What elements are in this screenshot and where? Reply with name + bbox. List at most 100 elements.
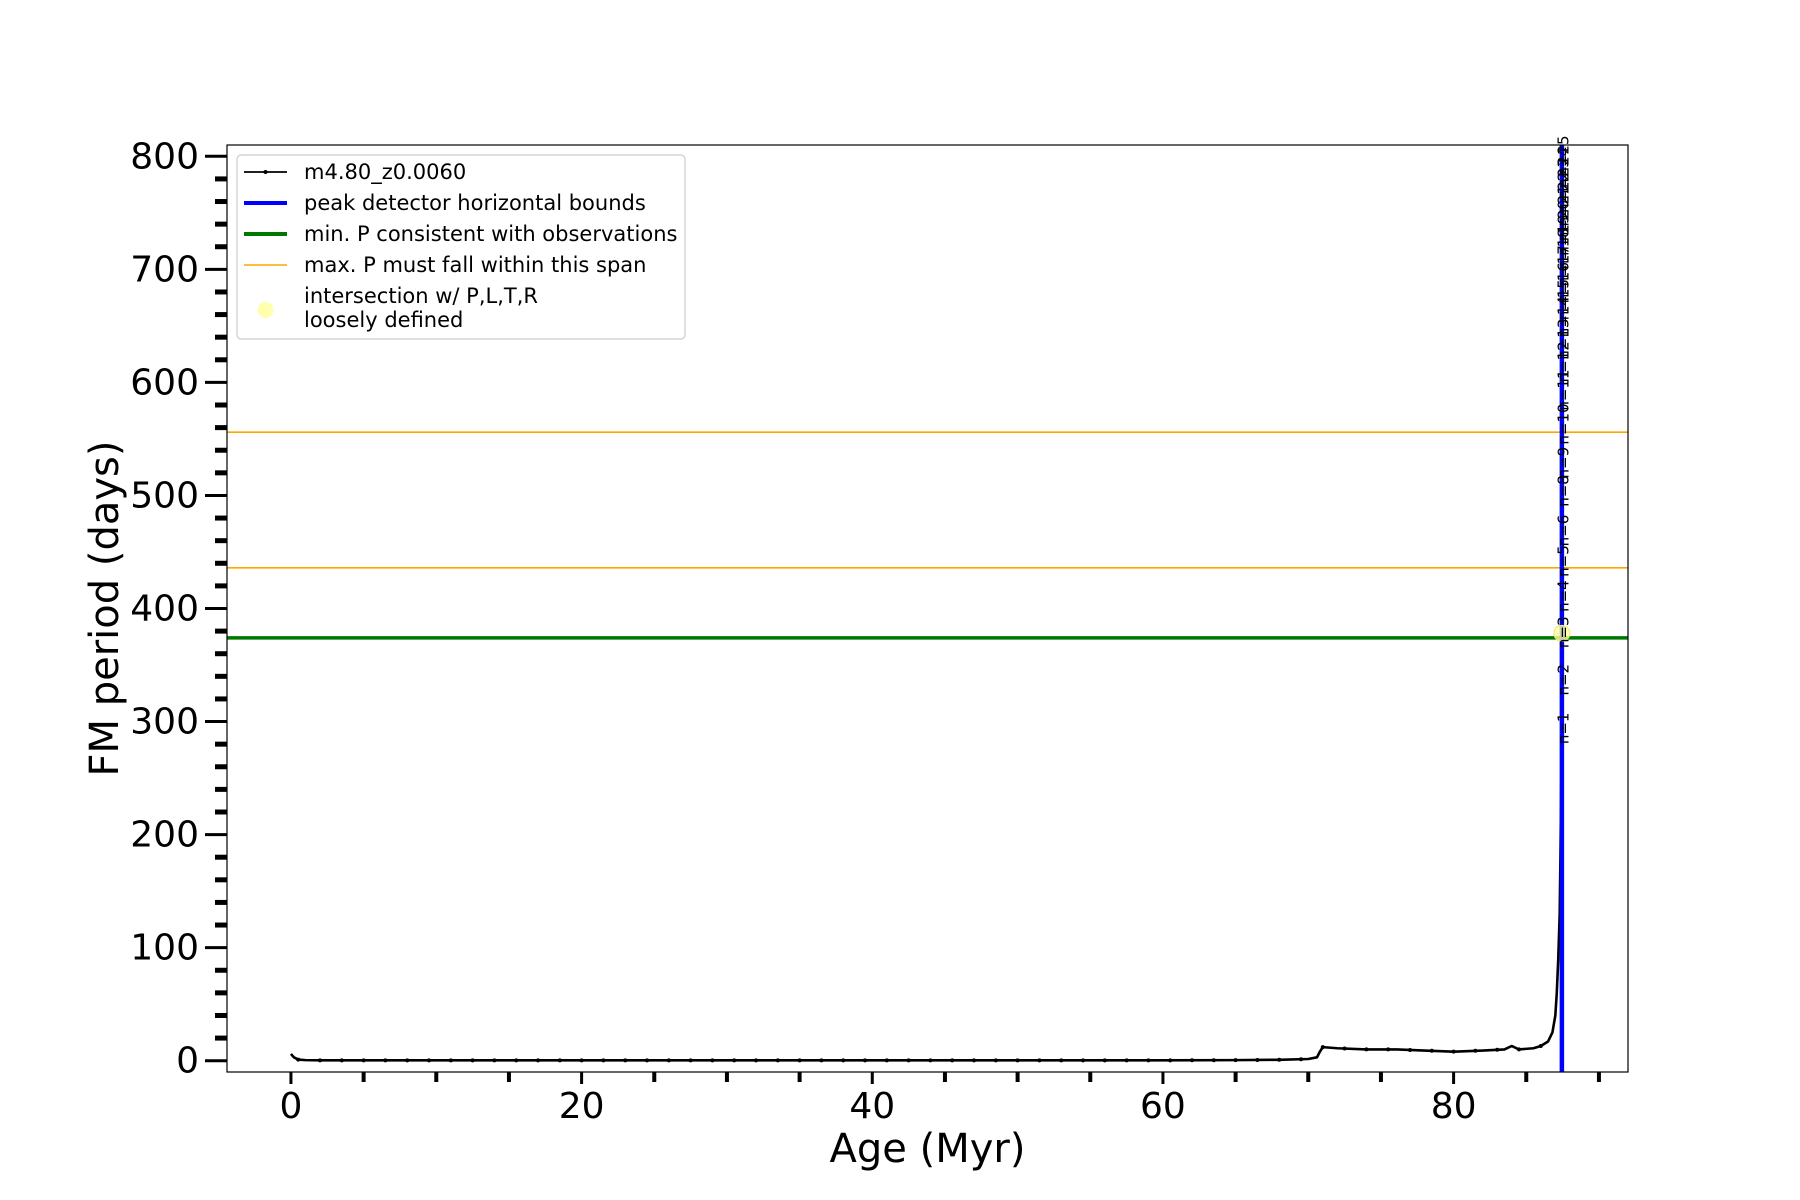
series-marker (1320, 1045, 1325, 1050)
series-marker (427, 1058, 432, 1063)
mode-label-n-5: n=5 (1554, 545, 1572, 577)
legend-entry-1: m4.80_z0.0060 (244, 160, 466, 185)
y-tick-label: 100 (130, 928, 199, 969)
series-line-m4.80_z0.0060 (289, 766, 1563, 1062)
series-marker (1538, 1043, 1543, 1048)
mode-label-n-10: n=10 (1554, 403, 1572, 444)
series-marker (405, 1058, 410, 1063)
legend-box (236, 154, 686, 340)
x-tick-label: 40 (849, 1086, 895, 1127)
y-tick-label: 600 (130, 362, 199, 403)
series-marker (1386, 1047, 1391, 1052)
plot-area: n=1 n=2 n=3 n=4 n=5n=6 n=8n=9 n=10n=11n=12n=13… (227, 135, 1628, 1072)
series-marker (1277, 1057, 1282, 1062)
x-tick-label: 80 (1431, 1086, 1477, 1127)
y-tick-label: 200 (130, 815, 199, 856)
series-marker (470, 1058, 475, 1063)
series-marker (884, 1058, 889, 1063)
mode-label-n-25: n=25 (1554, 135, 1572, 176)
legend-entry-4: max. P must fall within this span (244, 253, 646, 277)
mode-label-n-14: n=14 (1554, 296, 1572, 337)
y-tick-label: 0 (176, 1041, 199, 1082)
mode-label-n-11: n=11 (1554, 369, 1572, 410)
series-marker (448, 1058, 453, 1063)
y-tick-label: 500 (130, 475, 199, 516)
series-marker (296, 1057, 301, 1062)
series-marker (863, 1058, 868, 1063)
series-marker (623, 1058, 628, 1063)
series-marker (906, 1058, 911, 1063)
y-tick-label: 700 (130, 249, 199, 290)
legend-label: min. P consistent with observations (304, 222, 677, 246)
legend-entry-2: peak detector horizontal bounds (244, 191, 646, 215)
series-marker (1233, 1058, 1238, 1063)
mode-label-n-20: n=20 (1554, 200, 1572, 241)
legend-label-line2: loosely defined (304, 308, 463, 332)
series-marker (645, 1058, 650, 1063)
series-marker (819, 1058, 824, 1063)
series-marker (361, 1058, 366, 1063)
series-marker (1190, 1058, 1195, 1063)
series-marker (1342, 1046, 1347, 1051)
mode-label-n-12: n=12 (1554, 341, 1572, 382)
series-marker (1429, 1048, 1434, 1053)
x-axis-label: Age (Myr) (830, 1126, 1026, 1172)
intersection-marker (1553, 624, 1571, 642)
mode-label-n-1: n=1 (1554, 713, 1572, 745)
series-marker (1451, 1049, 1456, 1054)
series-marker (754, 1058, 759, 1063)
series-marker (1255, 1057, 1260, 1062)
mode-label-n-9: n=9 (1554, 447, 1572, 479)
series-marker (841, 1058, 846, 1063)
series-marker (1015, 1058, 1020, 1063)
series-marker (579, 1058, 584, 1063)
legend-handle-marker (257, 302, 274, 318)
series-marker (1037, 1058, 1042, 1063)
mode-label-n-15: n=15 (1554, 279, 1572, 320)
legend-label: peak detector horizontal bounds (304, 191, 646, 215)
series-marker (797, 1058, 802, 1063)
series-marker (1081, 1058, 1086, 1063)
mode-label-n-18: n=18 (1554, 228, 1572, 269)
series-marker (1146, 1058, 1151, 1063)
series-marker (710, 1058, 715, 1063)
series-marker (1168, 1058, 1173, 1063)
series-marker (1211, 1058, 1216, 1063)
legend-label: m4.80_z0.0060 (304, 160, 466, 185)
mode-label-n-16: n=16 (1554, 262, 1572, 303)
series-marker (557, 1058, 562, 1063)
series-marker (536, 1058, 541, 1063)
series-marker (1102, 1058, 1107, 1063)
legend-label: max. P must fall within this span (304, 253, 646, 277)
mode-label-n-19: n=19 (1554, 215, 1572, 256)
series-marker (972, 1058, 977, 1063)
mode-label-n-17: n=17 (1554, 245, 1572, 286)
series-marker (1408, 1047, 1413, 1052)
mode-label-n-6: n=6 (1554, 515, 1572, 547)
series-marker (775, 1058, 780, 1063)
series-marker (993, 1058, 998, 1063)
mode-label-n-21: n=21 (1554, 185, 1572, 226)
series-marker (1299, 1057, 1304, 1062)
mode-label-n-3: n=3 (1554, 616, 1572, 648)
mode-label-n-4: n=4 (1554, 580, 1572, 612)
y-tick-label: 800 (130, 136, 199, 177)
y-tick-label: 400 (130, 589, 199, 630)
series-marker (601, 1058, 606, 1063)
mode-label-n-22: n=22 (1554, 172, 1572, 213)
series-marker (1364, 1047, 1369, 1052)
legend-entry-3: min. P consistent with observations (244, 222, 677, 246)
series-marker (1495, 1047, 1500, 1052)
x-tick-label: 0 (279, 1086, 302, 1127)
series-marker (688, 1058, 693, 1063)
series-markers (296, 1043, 1543, 1063)
mode-label-n-13: n=13 (1554, 319, 1572, 360)
series-marker (928, 1058, 933, 1063)
series-marker (383, 1058, 388, 1063)
series-marker (950, 1058, 955, 1063)
y-tick-label: 300 (130, 702, 199, 743)
series-marker (514, 1058, 519, 1063)
